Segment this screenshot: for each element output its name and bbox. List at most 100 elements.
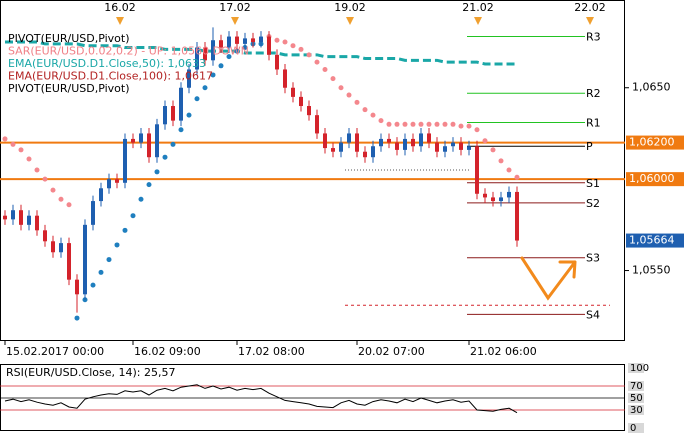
- sar-dot: [466, 123, 472, 129]
- rsi-frame: [0, 364, 625, 431]
- candle-body: [483, 193, 487, 198]
- sar-dot: [202, 85, 208, 91]
- ema-line: [5, 40, 517, 66]
- sar-dot: [290, 43, 296, 49]
- last-price-tag-bg: [626, 233, 684, 248]
- sar-dot: [506, 167, 512, 173]
- candle-body: [443, 146, 447, 152]
- candle-body: [371, 146, 375, 158]
- date-marker: [346, 17, 354, 25]
- y-tick-bg: [628, 405, 644, 415]
- sar-dot: [42, 176, 48, 182]
- sar-dot: [362, 107, 368, 113]
- sar-dot: [410, 121, 416, 127]
- sar-dot: [298, 46, 304, 52]
- x-tick-label: 16.02 09:00: [134, 345, 201, 358]
- sar-dot: [210, 72, 216, 78]
- sar-dot: [458, 123, 464, 129]
- sar-dot: [26, 156, 32, 162]
- candle-body: [35, 215, 39, 231]
- candle-body: [339, 142, 343, 152]
- candle-body: [227, 36, 231, 48]
- sar-dot: [274, 37, 280, 43]
- pivot-label: P: [586, 140, 593, 153]
- candle-body: [475, 146, 479, 194]
- legend-entry: PIVOT(EUR/USD,Pivot): [8, 82, 130, 95]
- candle-body: [115, 179, 119, 183]
- rsi-title: RSI(EUR/USD.Close, 14): 25,57: [6, 366, 175, 379]
- y-tick-bg: [628, 363, 644, 373]
- sar-dot: [378, 118, 384, 124]
- candle-body: [395, 142, 399, 150]
- candle-body: [507, 191, 511, 198]
- sar-dot: [154, 169, 160, 175]
- candle-body: [355, 133, 359, 152]
- candle-body: [419, 133, 423, 147]
- rsi-line: [4, 384, 518, 414]
- sar-dot: [34, 167, 40, 173]
- candle-body: [19, 210, 23, 225]
- candle-body: [283, 69, 287, 88]
- sar-dot: [74, 315, 80, 321]
- legend-entry: EMA(EUR/USD.D1.Close,50): 1,0633: [8, 57, 206, 70]
- candle-body: [139, 133, 143, 143]
- candle-body: [331, 148, 335, 152]
- y-tick-label: 100: [630, 363, 649, 374]
- y-tick-label: 30: [630, 405, 643, 416]
- sar-dot: [226, 54, 232, 60]
- candle-body: [163, 106, 167, 125]
- y-tick-label: 0: [630, 423, 636, 433]
- sar-dot: [186, 112, 192, 118]
- sar-dot: [162, 154, 168, 160]
- sar-dot: [490, 147, 496, 153]
- candle-body: [131, 138, 135, 143]
- pivot-label: S3: [586, 252, 600, 265]
- candle-body: [203, 47, 207, 61]
- date-marker: [231, 17, 239, 25]
- candle-body: [347, 133, 351, 143]
- candle-body: [59, 243, 63, 253]
- sar-dot: [170, 141, 176, 147]
- sar-dot: [330, 76, 336, 82]
- sar-dot: [50, 187, 56, 193]
- candle-body: [307, 106, 311, 116]
- candle-body: [219, 40, 223, 48]
- candle-body: [275, 54, 279, 70]
- candle-body: [171, 106, 175, 121]
- pivot-label: R3: [586, 31, 601, 44]
- sar-dot: [18, 147, 24, 153]
- candle-body: [387, 138, 391, 143]
- candle-body: [379, 138, 383, 147]
- pivot-label: S1: [586, 177, 600, 190]
- sar-dot: [2, 136, 8, 142]
- legend-entry: EMA(EUR/USD.D1.Close,100): 1,0617: [8, 70, 213, 83]
- sar-dot: [386, 121, 392, 127]
- candle-body: [3, 215, 7, 220]
- candle-body: [11, 210, 15, 220]
- candle-body: [147, 133, 151, 158]
- legend-entry: PIVOT(EUR/USD,Pivot): [8, 32, 130, 45]
- sar-dot: [178, 127, 184, 133]
- price-tag-bg: [626, 135, 684, 150]
- candle-body: [187, 69, 191, 88]
- candle-body: [291, 87, 295, 97]
- candle-body: [67, 243, 71, 280]
- candle-body: [403, 138, 407, 150]
- pivot-label: R1: [586, 116, 601, 129]
- sar-dot: [114, 242, 120, 248]
- sar-dot: [426, 121, 432, 127]
- candle-body: [179, 87, 183, 121]
- sar-dot: [338, 85, 344, 91]
- date-marker-label: 22.02: [574, 1, 606, 14]
- sar-dot: [370, 112, 376, 118]
- candle-body: [83, 224, 87, 295]
- y-tick-label: 1,0550: [632, 264, 671, 277]
- forecast-arrow: [520, 256, 577, 301]
- sar-dot: [442, 121, 448, 127]
- candle-body: [435, 142, 439, 152]
- candle-body: [267, 36, 271, 55]
- candle-body: [411, 138, 415, 147]
- date-marker-label: 21.02: [462, 1, 494, 14]
